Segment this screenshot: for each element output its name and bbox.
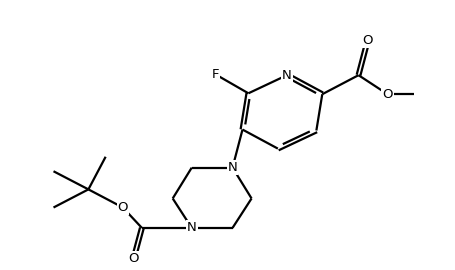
Text: O: O [381, 88, 392, 101]
Text: O: O [128, 252, 139, 265]
Text: F: F [211, 68, 218, 81]
Text: N: N [187, 221, 196, 234]
Text: O: O [362, 34, 372, 47]
Text: N: N [227, 161, 237, 174]
Text: O: O [117, 201, 128, 214]
Text: N: N [282, 69, 291, 82]
